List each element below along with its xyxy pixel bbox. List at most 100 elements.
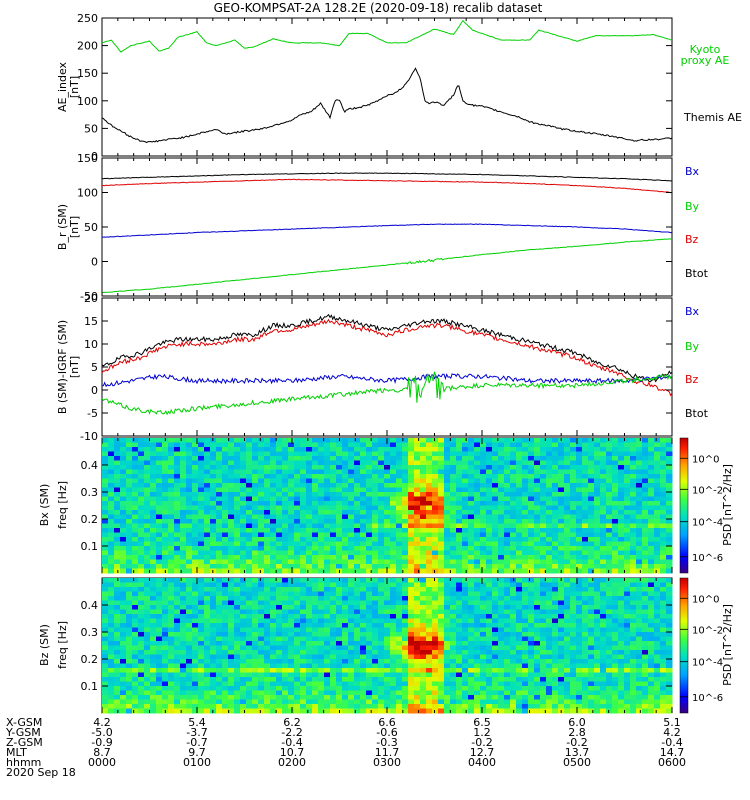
spectrogram-cell — [204, 699, 211, 705]
spectrogram-cell — [330, 564, 337, 569]
spectrogram-cell — [402, 564, 409, 569]
spectrogram-cell — [660, 510, 667, 515]
spectrogram-cell — [360, 641, 367, 646]
spectrogram-cell — [486, 591, 493, 597]
spectrogram-cell — [192, 614, 199, 619]
spectrogram-cell — [378, 474, 385, 479]
spectrogram-cell — [168, 451, 175, 457]
spectrogram-cell — [372, 559, 379, 565]
spectrogram-cell — [246, 681, 253, 687]
spectrogram-cell — [480, 456, 487, 461]
spectrogram-cell — [438, 686, 445, 691]
spectrogram-cell — [300, 568, 307, 574]
spectrogram-cell — [354, 537, 361, 542]
spectrogram-cell — [192, 528, 199, 533]
spectrogram-cell — [522, 704, 529, 709]
spectrogram-cell — [318, 555, 325, 560]
spectrogram-cell — [552, 487, 559, 493]
spectrogram-cell — [210, 591, 217, 597]
spectrogram-cell — [312, 537, 319, 542]
spectrogram-cell — [648, 496, 655, 502]
spectrogram-cell — [288, 600, 295, 606]
spectrogram-cell — [450, 528, 457, 533]
spectrogram-cell — [252, 460, 259, 466]
spectrogram-cell — [138, 456, 145, 461]
spectrogram-cell — [348, 708, 355, 714]
spectrogram-cell — [558, 465, 565, 470]
spectrogram-cell — [372, 519, 379, 524]
spectrogram-cell — [318, 438, 325, 443]
spectrogram-cell — [504, 501, 511, 506]
spectrogram-cell — [582, 550, 589, 556]
spectrogram-cell — [300, 609, 307, 615]
spectrogram-cell — [432, 442, 439, 448]
spectrogram-cell — [180, 568, 187, 574]
spectrogram-cell — [222, 546, 229, 551]
spectrogram-cell — [276, 442, 283, 448]
spectrogram-cell — [252, 532, 259, 538]
spectrogram-cell — [300, 641, 307, 646]
spectrogram-cell — [474, 582, 481, 588]
spectrogram-cell — [570, 541, 577, 547]
spectrogram-cell — [474, 523, 481, 529]
spectrogram-cell — [498, 483, 505, 488]
spectrogram-cell — [174, 474, 181, 479]
spectrogram-cell — [528, 505, 535, 511]
spectrogram-cell — [354, 618, 361, 624]
spectrogram-cell — [210, 537, 217, 542]
spectrogram-cell — [456, 704, 463, 709]
spectrogram-cell — [486, 496, 493, 502]
spectrogram-cell — [444, 523, 451, 529]
spectrogram-cell — [564, 510, 571, 515]
spectrogram-cell — [468, 483, 475, 488]
spectrogram-cell — [534, 510, 541, 515]
spectrogram-cell — [342, 483, 349, 488]
spectrogram-cell — [294, 627, 301, 633]
spectrogram-cell — [162, 582, 169, 588]
spectrogram-cell — [384, 456, 391, 461]
spectrogram-cell — [582, 487, 589, 493]
spectrogram-cell — [498, 496, 505, 502]
spectrogram-cell — [234, 699, 241, 705]
spectrogram-cell — [282, 487, 289, 493]
spectrogram-cell — [498, 559, 505, 565]
spectrogram-cell — [624, 514, 631, 520]
spectrogram-cell — [120, 686, 127, 691]
spectrogram-cell — [210, 559, 217, 565]
spectrogram-cell — [444, 474, 451, 479]
spectrogram-cell — [408, 596, 415, 601]
spectrogram-cell — [414, 550, 421, 556]
spectrogram-cell — [360, 456, 367, 461]
spectrogram-cell — [234, 677, 241, 682]
spectrogram-cell — [492, 582, 499, 588]
spectrogram-cell — [258, 505, 265, 511]
spectrogram-cell — [186, 645, 193, 651]
spectrogram-cell — [378, 550, 385, 556]
spectrogram-cell — [354, 523, 361, 529]
spectrogram-cell — [462, 708, 469, 714]
spectrogram-cell — [288, 496, 295, 502]
spectrogram-cell — [618, 523, 625, 529]
spectrogram-cell — [222, 447, 229, 452]
spectrogram-cell — [438, 456, 445, 461]
spectrogram-cell — [204, 438, 211, 443]
spectrogram-cell — [336, 582, 343, 588]
spectrogram-cell — [378, 483, 385, 488]
spectrogram-cell — [300, 600, 307, 606]
spectrogram-cell — [300, 695, 307, 700]
spectrogram-cell — [222, 690, 229, 696]
spectrogram-cell — [354, 636, 361, 642]
spectrogram-cell — [546, 559, 553, 565]
spectrogram-cell — [540, 483, 547, 488]
spectrogram-cell — [666, 568, 673, 574]
spectrogram-cell — [552, 568, 559, 574]
spectrogram-cell — [420, 451, 427, 457]
spectrogram-cell — [102, 501, 109, 506]
spectrogram-cell — [312, 550, 319, 556]
spectrogram-cell — [444, 587, 451, 592]
spectrogram-cell — [324, 537, 331, 542]
spectrogram-cell — [612, 438, 619, 443]
spectrogram-cell — [366, 487, 373, 493]
spectrogram-cell — [138, 483, 145, 488]
spectrogram-cell — [348, 636, 355, 642]
